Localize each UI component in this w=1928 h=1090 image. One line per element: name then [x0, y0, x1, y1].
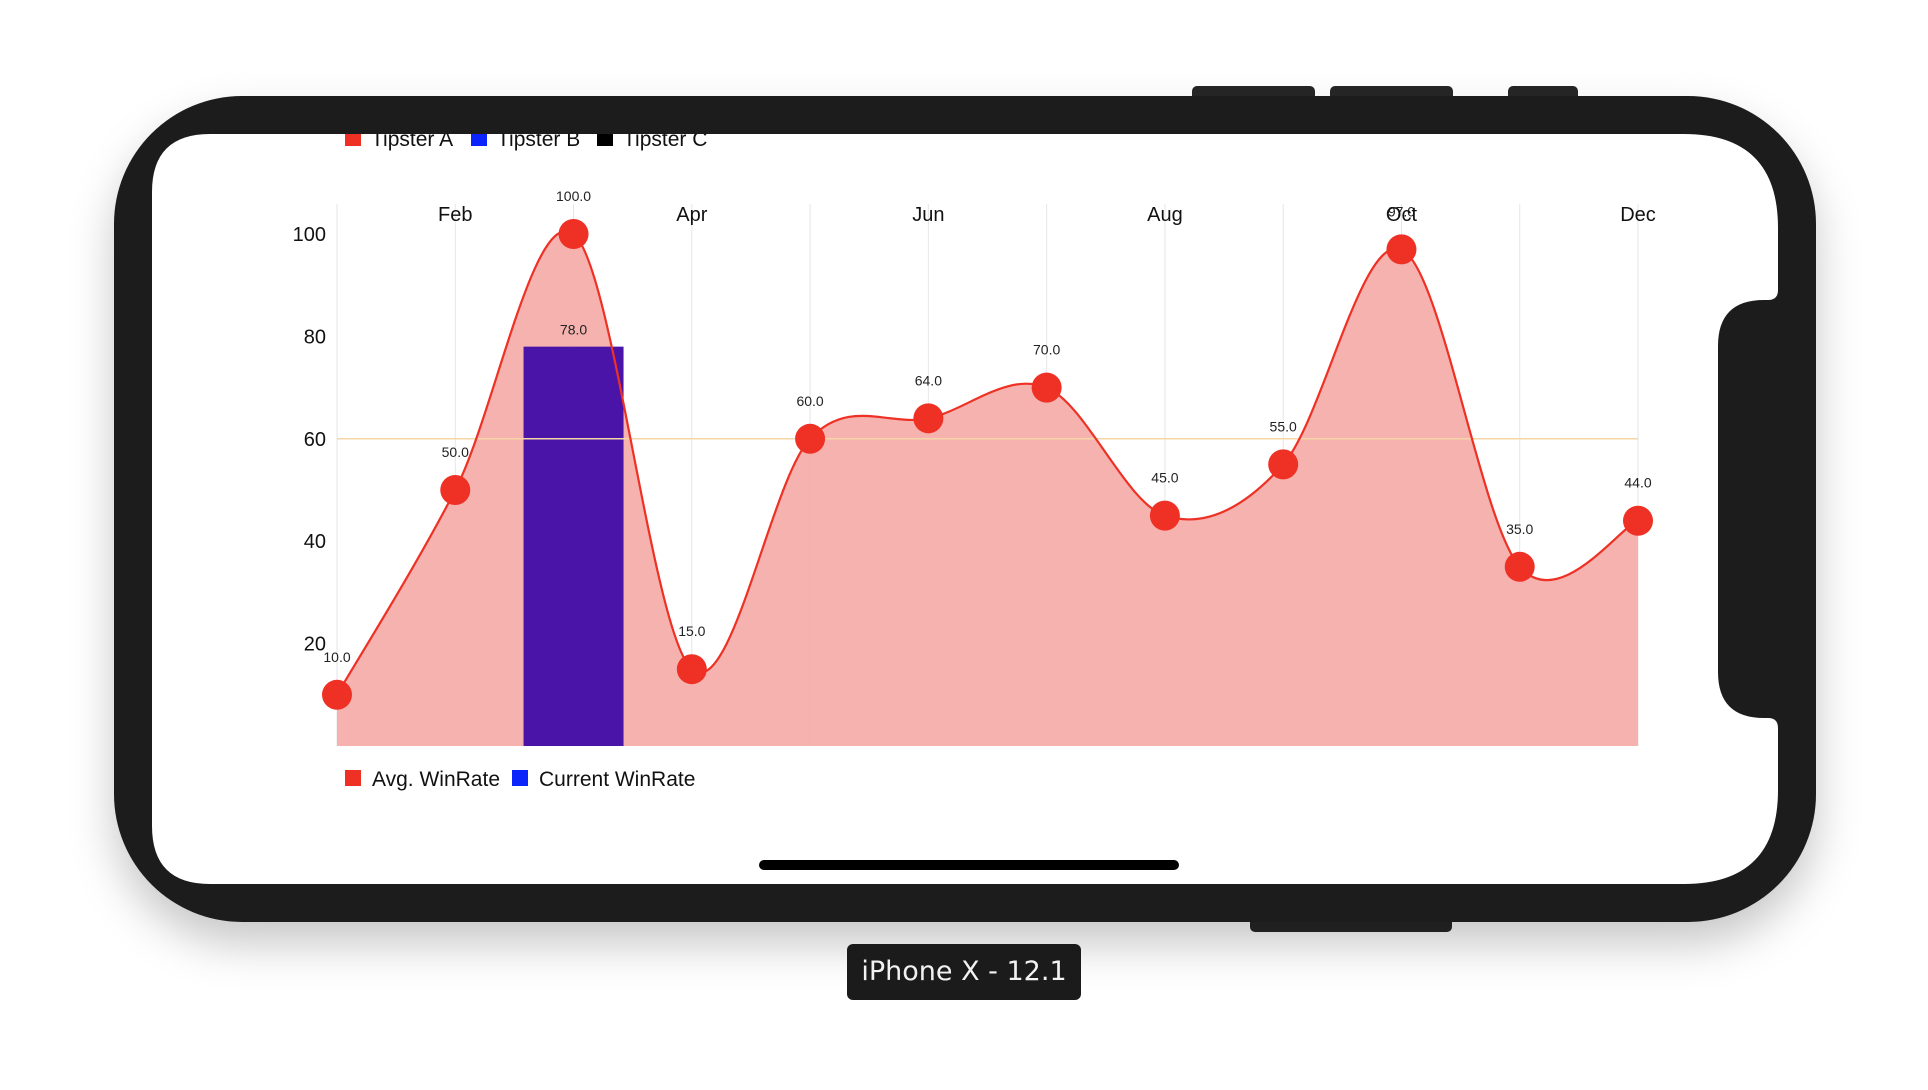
current-winrate-bars: [523, 346, 624, 746]
legend-label-tipster-b: Tipster B: [497, 128, 580, 151]
bottom-legend: Avg. WinRate Current WinRate: [345, 768, 695, 791]
y-tick-60: 60: [304, 429, 326, 451]
data-label-mar: 100.0: [556, 188, 591, 204]
data-labels: 78.0 10.0 50.0 100.0 15.0 60.0 64.0 70.0 45.0 55.…: [323, 188, 1651, 665]
data-label-jun: 64.0: [915, 372, 942, 388]
x-axis-ticks: Feb Apr Jun Aug Oct Dec: [438, 204, 1656, 226]
data-point-mar: [558, 219, 589, 249]
home-indicator[interactable]: [759, 860, 1179, 870]
data-point-dec: [1623, 505, 1653, 536]
x-tick-aug: Aug: [1147, 204, 1183, 226]
data-label-feb: 50.0: [442, 444, 469, 460]
data-point-jun: [913, 403, 944, 434]
data-point-aug: [1149, 500, 1180, 531]
legend-label-tipster-c: Tipster C: [623, 128, 707, 151]
x-tick-dec: Dec: [1620, 204, 1656, 226]
avg-winrate-points: [322, 219, 1653, 710]
data-label-aug: 45.0: [1151, 470, 1178, 486]
data-label-nov: 35.0: [1506, 521, 1533, 537]
data-label-jan: 10.0: [323, 649, 350, 665]
bar-data-label-mar: 78.0: [560, 322, 587, 338]
x-tick-jun: Jun: [912, 204, 944, 226]
device-label: iPhone X - 12.1: [847, 944, 1081, 1000]
data-label-oct: 97.0: [1388, 203, 1415, 219]
data-label-dec: 44.0: [1624, 475, 1651, 491]
legend-swatch-tipster-a: [345, 134, 361, 146]
x-tick-oct: Oct: [1386, 204, 1418, 226]
top-legend: Tipster A Tipster B Tipster C: [345, 128, 707, 151]
phone-screen: Tipster A Tipster B Tipster C 78.0 10.0 50…: [152, 128, 1778, 884]
data-point-sep: [1268, 449, 1299, 480]
y-tick-40: 40: [304, 531, 326, 553]
current-winrate-bar-mar: [523, 346, 624, 746]
legend-label-avg-winrate: Avg. WinRate: [372, 768, 500, 791]
legend-label-current-winrate: Current WinRate: [539, 768, 695, 791]
legend-swatch-tipster-b: [471, 134, 487, 146]
data-label-apr: 15.0: [678, 623, 705, 639]
data-point-jul: [1031, 372, 1062, 403]
data-point-may: [795, 423, 826, 454]
legend-swatch-avg-winrate: [345, 770, 361, 786]
data-point-oct: [1386, 234, 1417, 265]
data-point-jan: [322, 679, 352, 710]
data-point-nov: [1504, 551, 1535, 582]
x-tick-feb: Feb: [438, 204, 472, 226]
legend-swatch-tipster-c: [597, 134, 613, 146]
y-axis-ticks: 20 40 60 80 100: [293, 224, 326, 656]
x-tick-apr: Apr: [676, 204, 707, 226]
avg-winrate-area: [337, 231, 1638, 746]
legend-swatch-current-winrate: [512, 770, 528, 786]
data-point-apr: [676, 654, 707, 685]
y-tick-20: 20: [304, 634, 326, 656]
data-label-jul: 70.0: [1033, 342, 1060, 358]
y-tick-100: 100: [293, 224, 326, 246]
data-label-sep: 55.0: [1270, 418, 1297, 434]
data-point-feb: [440, 475, 471, 505]
y-tick-80: 80: [304, 326, 326, 348]
data-label-may: 60.0: [796, 393, 823, 409]
legend-label-tipster-a: Tipster A: [371, 128, 453, 151]
winrate-chart: 78.0 10.0 50.0 100.0 15.0 60.0 64.0 70.0 45.0 55.…: [293, 188, 1656, 746]
